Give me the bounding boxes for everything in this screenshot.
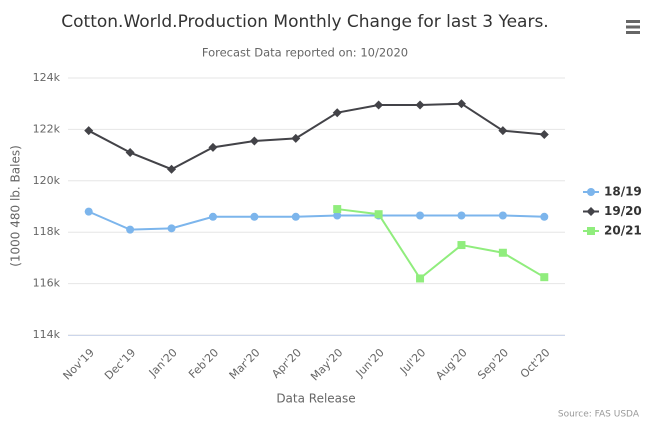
y-tick-label: 114k bbox=[33, 328, 61, 341]
chart-subtitle: Forecast Data reported on: 10/2020 bbox=[202, 46, 408, 60]
x-tick-label: Jul'20 bbox=[397, 346, 428, 377]
legend-symbol bbox=[587, 227, 595, 235]
series-line bbox=[88, 210, 545, 231]
series-line bbox=[337, 208, 545, 280]
data-point bbox=[374, 100, 384, 110]
legend-item: 19/20 bbox=[583, 204, 642, 218]
data-point bbox=[540, 273, 549, 282]
data-point bbox=[167, 164, 177, 174]
data-point bbox=[84, 126, 94, 136]
data-point bbox=[291, 133, 301, 143]
y-tick-label: 116k bbox=[33, 277, 61, 290]
x-tick-label: May'20 bbox=[308, 346, 345, 383]
series-line bbox=[88, 102, 545, 171]
menu-bar bbox=[626, 20, 640, 23]
y-tick-label: 120k bbox=[33, 174, 61, 187]
series bbox=[333, 205, 549, 283]
y-tick-label: 124k bbox=[33, 71, 61, 84]
data-point bbox=[416, 211, 425, 220]
data-point bbox=[498, 126, 508, 136]
data-point bbox=[126, 225, 135, 234]
x-tick-label: Feb'20 bbox=[186, 346, 221, 381]
x-tick-label: Jun'20 bbox=[353, 346, 387, 380]
data-point bbox=[415, 100, 425, 110]
data-point bbox=[332, 108, 342, 118]
chart-title: Cotton.World.Production Monthly Change f… bbox=[61, 12, 548, 32]
legend-label: 20/21 bbox=[604, 224, 642, 238]
x-axis-title: Data Release bbox=[276, 392, 355, 406]
x-tick-label: Oct'20 bbox=[518, 346, 553, 381]
data-point bbox=[498, 211, 507, 220]
menu-bar bbox=[626, 25, 640, 29]
data-point bbox=[250, 212, 259, 221]
data-point bbox=[291, 212, 300, 221]
menu-bar bbox=[626, 31, 640, 34]
legend-symbol bbox=[586, 207, 596, 216]
data-point bbox=[416, 274, 425, 283]
data-point bbox=[374, 210, 383, 219]
series bbox=[84, 99, 549, 174]
data-point bbox=[456, 99, 466, 109]
legend-label: 19/20 bbox=[604, 204, 642, 218]
legend-item: 18/19 bbox=[583, 185, 642, 199]
legend-symbol bbox=[587, 188, 595, 196]
x-tick-label: Dec'19 bbox=[102, 346, 138, 382]
y-tick-label: 122k bbox=[33, 122, 61, 135]
y-axis-title: (1000 480 lb. Bales) bbox=[9, 145, 23, 267]
data-point bbox=[457, 241, 466, 250]
credits: Source: FAS USDA bbox=[558, 410, 640, 420]
data-point bbox=[333, 205, 342, 214]
x-tick-label: Aug'20 bbox=[433, 346, 469, 382]
data-point bbox=[539, 130, 549, 140]
data-point bbox=[208, 212, 217, 221]
legend-item: 20/21 bbox=[583, 224, 642, 238]
data-point bbox=[167, 224, 176, 233]
data-point bbox=[540, 212, 549, 221]
x-tick-label: Apr'20 bbox=[269, 346, 304, 381]
x-tick-label: Jan'20 bbox=[146, 346, 180, 380]
x-tick-label: Sep'20 bbox=[475, 346, 511, 382]
menu-button[interactable] bbox=[624, 18, 642, 36]
data-point bbox=[333, 211, 342, 220]
data-point bbox=[457, 211, 466, 220]
data-point bbox=[84, 207, 93, 216]
data-point bbox=[498, 248, 507, 257]
legend-label: 18/19 bbox=[604, 185, 642, 199]
x-tick-label: Nov'19 bbox=[61, 346, 97, 382]
y-tick-label: 118k bbox=[33, 225, 61, 238]
data-point bbox=[249, 136, 259, 146]
x-tick-label: Mar'20 bbox=[227, 346, 263, 382]
series bbox=[84, 207, 549, 234]
data-point bbox=[125, 148, 135, 158]
data-point bbox=[208, 142, 218, 152]
